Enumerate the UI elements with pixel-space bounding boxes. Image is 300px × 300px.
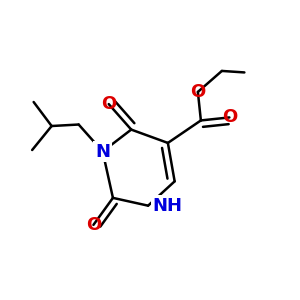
Text: O: O (190, 83, 206, 101)
Text: O: O (222, 108, 237, 126)
Text: O: O (86, 216, 101, 234)
Text: N: N (95, 142, 110, 160)
Text: NH: NH (153, 197, 183, 215)
Text: O: O (101, 95, 116, 113)
